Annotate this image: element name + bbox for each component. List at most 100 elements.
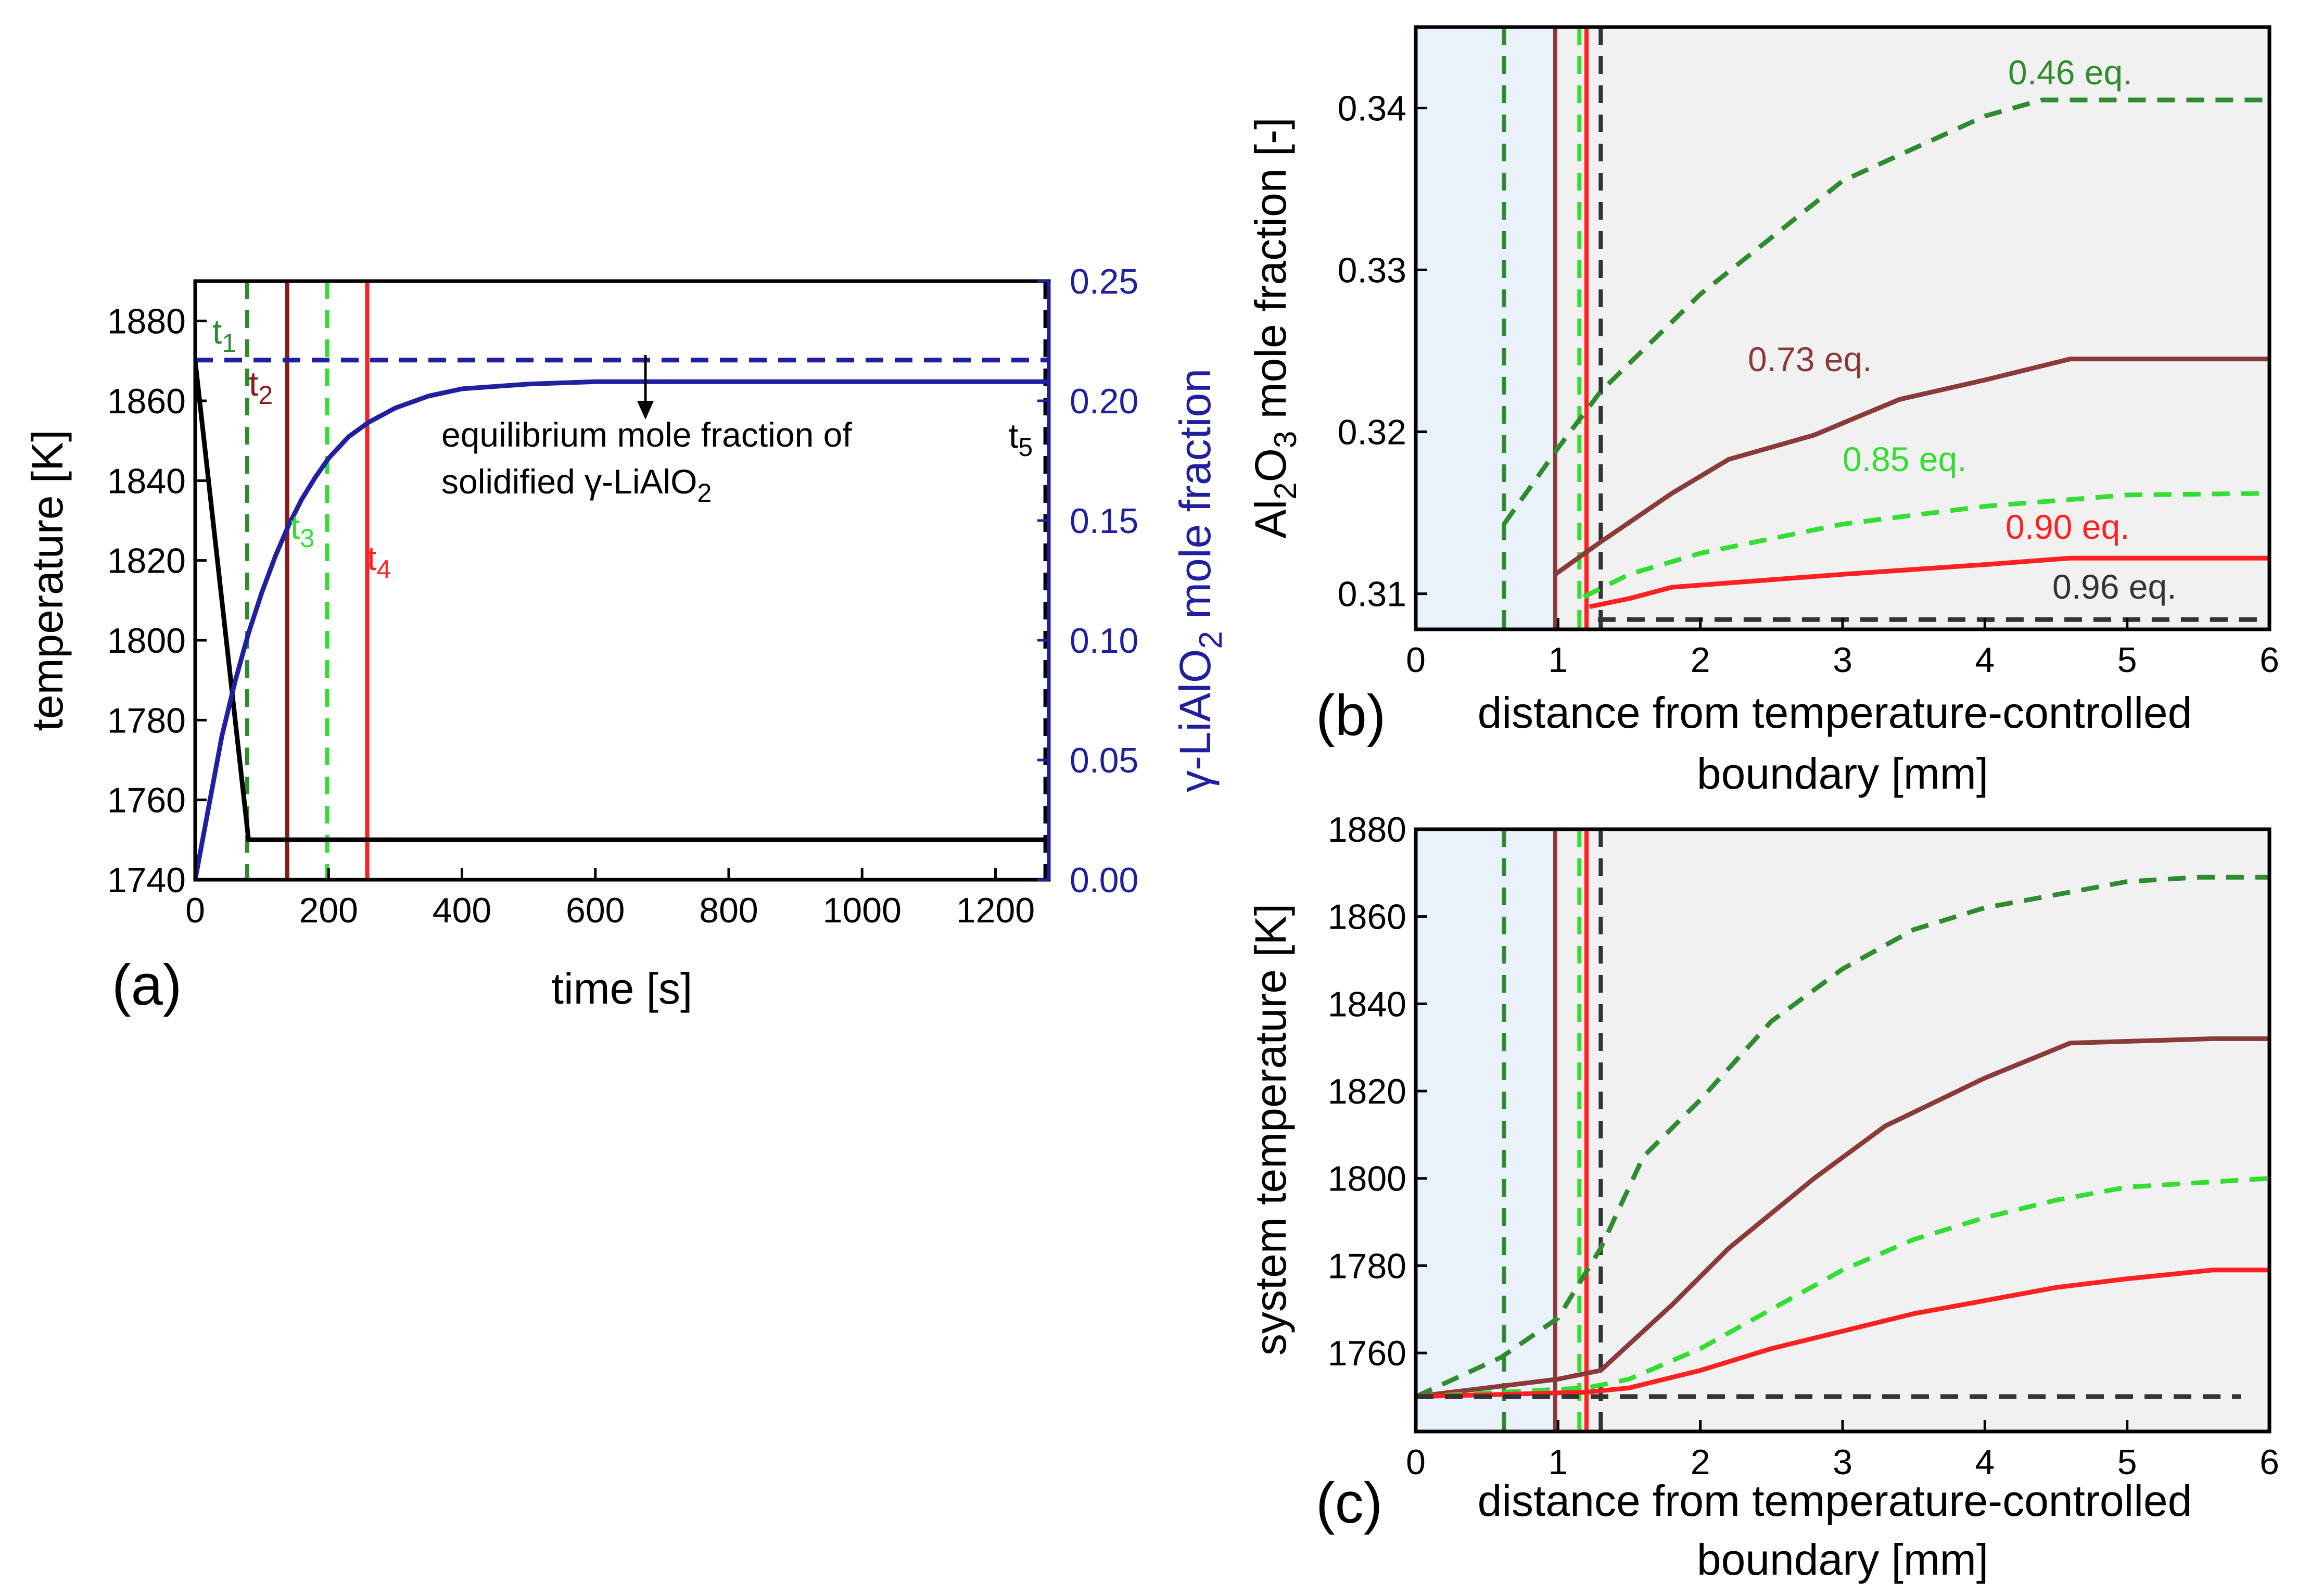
panel-b-xtick-label-5: 5: [2117, 640, 2137, 680]
panel-a-xtick-label-0: 0: [185, 891, 205, 930]
panel-c-ytick-label-1860: 1860: [1328, 897, 1406, 937]
panel-c-series-1: [1416, 1036, 2269, 1399]
panel-a-y-label: temperature [K]: [23, 430, 72, 731]
panel-b-xtick-label-0: 0: [1406, 640, 1426, 680]
panel-c-y-label: system temperature [K]: [1246, 904, 1295, 1356]
panel-b-background: [1556, 27, 2269, 629]
panel-a-ytick-label-1820: 1820: [107, 541, 186, 581]
equilibrium-annotation-line2: solidified γ-LiAlO2: [441, 462, 712, 508]
panel-a-ytick-label-1760: 1760: [107, 781, 186, 820]
series-label-0.85: 0.85 eq.: [1843, 440, 1967, 478]
panel-b-series-1: [1554, 357, 2269, 576]
panel-a: 0 200 400 600 800 1000 1200 1740 1760 1780 1800 18…: [23, 262, 1229, 1017]
panel-c-xtick-label-5: 5: [2117, 1442, 2137, 1482]
panel-c-ytick-label-1880: 1880: [1328, 810, 1406, 850]
panel-c-ytick-label-1800: 1800: [1328, 1159, 1406, 1199]
panel-c-ytick-label-1820: 1820: [1328, 1072, 1406, 1111]
panel-b-y-ticks: 0.31 0.32 0.33 0.34: [1338, 89, 1427, 614]
series-label-0.46: 0.46 eq.: [2008, 53, 2133, 92]
panel-c-xtick-label-3: 3: [1833, 1442, 1852, 1482]
panel-b-label: (b): [1316, 683, 1386, 748]
panel-c-series-3: [1416, 1268, 2269, 1399]
panel-b-xtick-label-2: 2: [1691, 640, 1710, 680]
panel-a-plot-area: [195, 281, 1049, 880]
panel-a-ytick-label-1860: 1860: [107, 382, 186, 421]
panel-a-y2tick-label-0.25: 0.25: [1070, 262, 1138, 301]
panel-a-xtick-label-600: 600: [566, 891, 625, 930]
panel-a-frame: [193, 279, 1051, 882]
panel-b: 0 1 2 3 4 5 6 0.31 0.32 0.33 0.34 distance from t…: [1246, 25, 2279, 798]
panel-a-xtick-label-1000: 1000: [823, 891, 902, 930]
panel-b-x-label-line2: boundary [mm]: [1697, 749, 1988, 798]
panel-b-shaded-region: [1416, 27, 1556, 629]
panel-c-xtick-label-4: 4: [1975, 1442, 1995, 1482]
panel-b-series-2: [1582, 491, 2269, 599]
panel-b-plot-area: [1502, 27, 2269, 629]
panel-a-y2tick-label-0.15: 0.15: [1070, 501, 1138, 541]
panel-c-xtick-label-1: 1: [1548, 1442, 1568, 1482]
panel-c-ytick-label-1840: 1840: [1328, 984, 1406, 1024]
panel-c-series-2: [1416, 1176, 2269, 1399]
panel-a-xtick-label-800: 800: [699, 891, 758, 930]
panel-a-x-ticks: 0 200 400 600 800 1000 1200: [185, 868, 1035, 930]
panel-a-x-label: time [s]: [552, 964, 693, 1013]
panel-b-xtick-label-6: 6: [2260, 640, 2279, 680]
panel-a-label: (a): [112, 953, 182, 1017]
panel-a-y-ticks: 1740 1760 1780 1800 1820 1840 1860 1880: [107, 302, 207, 900]
panel-b-ytick-label-0.33: 0.33: [1338, 251, 1406, 290]
panel-c-shaded-region: [1416, 829, 1556, 1432]
t5-label: t5: [1009, 416, 1033, 462]
panel-b-series-3: [1589, 555, 2269, 609]
panel-b-x-ticks: 0 1 2 3 4 5 6: [1406, 618, 2279, 680]
panel-c-x-ticks: 0 1 2 3 4 5 6: [1406, 1420, 2279, 1482]
panel-a-xtick-label-1200: 1200: [956, 891, 1035, 930]
panel-c-x-label-line2: boundary [mm]: [1697, 1535, 1988, 1584]
panel-a-series-0: [195, 360, 1049, 842]
panel-a-series-1: [195, 379, 1049, 880]
panel-b-series-0: [1502, 97, 2269, 526]
t2-label: t2: [249, 364, 273, 410]
panel-b-ytick-label-0.34: 0.34: [1338, 89, 1406, 129]
panel-a-ytick-label-1840: 1840: [107, 461, 186, 501]
panel-c-background: [1556, 829, 2269, 1432]
panel-b-xtick-label-1: 1: [1548, 640, 1568, 680]
t3-label: t3: [290, 508, 314, 553]
series-label-0.90: 0.90 eq.: [2006, 508, 2130, 546]
panel-b-xtick-label-4: 4: [1975, 640, 1995, 680]
panel-a-ytick-label-1800: 1800: [107, 621, 186, 661]
panel-c-xtick-label-0: 0: [1406, 1442, 1426, 1482]
series-label-0.73: 0.73 eq.: [1748, 340, 1872, 378]
panel-a-y2-label: γ-LiAlO2 mole fraction: [1171, 369, 1229, 792]
panel-c-x-label-line1: distance from temperature-controlled: [1478, 1476, 2192, 1525]
panel-c-xtick-label-2: 2: [1691, 1442, 1710, 1482]
panel-a-y2-ticks: 0.00 0.05 0.10 0.15 0.20 0.25: [1037, 262, 1138, 900]
panel-b-ytick-label-0.31: 0.31: [1338, 575, 1406, 614]
panel-a-y2tick-label-0.10: 0.10: [1070, 621, 1138, 661]
panel-a-ytick-label-1740: 1740: [107, 860, 186, 900]
panel-c: 0 1 2 3 4 5 6 1760 1780 1800 1820 1840 1860 1880 dis…: [1246, 810, 2279, 1584]
panel-c-xtick-label-6: 6: [2260, 1442, 2279, 1482]
panel-c-label: (c): [1316, 1471, 1382, 1535]
panel-a-y2tick-label-0.00: 0.00: [1070, 860, 1138, 900]
panel-a-y2tick-label-0.05: 0.05: [1070, 741, 1138, 780]
panel-a-ytick-label-1780: 1780: [107, 701, 186, 740]
t1-label: t1: [212, 312, 236, 358]
panel-a-xtick-label-200: 200: [299, 891, 358, 930]
panel-b-x-label-line1: distance from temperature-controlled: [1478, 688, 2192, 737]
panel-a-y2tick-label-0.20: 0.20: [1070, 382, 1138, 421]
panel-c-plot-area: [1416, 829, 2269, 1432]
panel-b-y-label: Al2O3 mole fraction [-]: [1246, 118, 1303, 539]
panel-c-ytick-label-1760: 1760: [1328, 1334, 1406, 1373]
panel-a-ytick-label-1880: 1880: [107, 302, 186, 341]
panel-c-y-ticks: 1760 1780 1800 1820 1840 1860 1880: [1328, 810, 1427, 1373]
panel-b-ytick-label-0.32: 0.32: [1338, 413, 1406, 452]
t4-label: t4: [367, 539, 391, 584]
panel-c-ytick-label-1780: 1780: [1328, 1246, 1406, 1286]
panel-c-series-0: [1416, 875, 2269, 1399]
series-label-0.96: 0.96 eq.: [2052, 567, 2177, 606]
panel-b-xtick-label-3: 3: [1833, 640, 1852, 680]
annotation-arrow-head: [637, 401, 654, 420]
panel-a-xtick-label-400: 400: [433, 891, 491, 930]
equilibrium-annotation-line1: equilibrium mole fraction of: [441, 415, 852, 454]
